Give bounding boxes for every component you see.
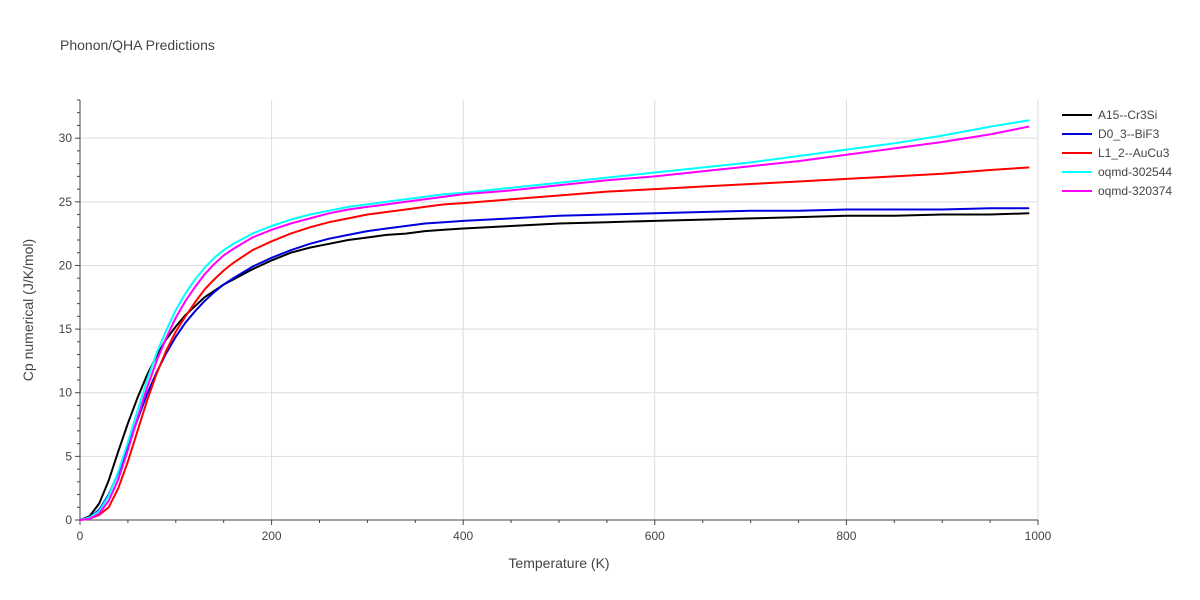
series-line-D0_3--BiF3 bbox=[79, 207, 1030, 521]
series-line-oqmd-320374 bbox=[79, 125, 1030, 521]
y-tick-label: 0 bbox=[65, 513, 72, 527]
legend-label: D0_3--BiF3 bbox=[1098, 127, 1160, 141]
series-line-A15--Cr3Si bbox=[79, 212, 1030, 521]
legend: A15--Cr3Si D0_3--BiF3 L1_2--AuCu3 oqmd-3025… bbox=[1062, 108, 1172, 198]
legend-label: A15--Cr3Si bbox=[1098, 108, 1157, 122]
y-tick-label: 30 bbox=[59, 131, 73, 145]
series-line-L1_2--AuCu3 bbox=[79, 166, 1030, 521]
x-tick-label: 1000 bbox=[1025, 529, 1052, 543]
y-tick-label: 5 bbox=[65, 449, 72, 463]
legend-label: oqmd-320374 bbox=[1098, 184, 1172, 198]
y-tick-label: 15 bbox=[59, 322, 73, 336]
legend-item[interactable]: L1_2--AuCu3 bbox=[1062, 146, 1170, 160]
legend-item[interactable]: A15--Cr3Si bbox=[1062, 108, 1157, 122]
x-tick-label: 200 bbox=[262, 529, 282, 543]
gridlines bbox=[80, 100, 1039, 520]
x-tick-label: 600 bbox=[645, 529, 665, 543]
x-tick-label: 800 bbox=[836, 529, 856, 543]
legend-item[interactable]: D0_3--BiF3 bbox=[1062, 127, 1160, 141]
legend-label: oqmd-302544 bbox=[1098, 165, 1172, 179]
y-tick-label: 25 bbox=[59, 195, 73, 209]
x-tick-label: 400 bbox=[453, 529, 473, 543]
y-tick-label: 10 bbox=[59, 386, 73, 400]
x-axis-title: Temperature (K) bbox=[508, 555, 609, 571]
x-tick-label: 0 bbox=[77, 529, 84, 543]
legend-label: L1_2--AuCu3 bbox=[1098, 146, 1170, 160]
series-line-oqmd-302544 bbox=[79, 119, 1030, 521]
y-axis-title: Cp numerical (J/K/mol) bbox=[20, 239, 36, 381]
series-lines bbox=[79, 119, 1030, 521]
chart-title: Phonon/QHA Predictions bbox=[60, 37, 215, 53]
legend-item[interactable]: oqmd-302544 bbox=[1062, 165, 1172, 179]
y-tick-label: 20 bbox=[59, 258, 73, 272]
axes: 0 200 400 600 800 1000 0 5 10 15 20 25 30 bbox=[59, 99, 1052, 543]
legend-item[interactable]: oqmd-320374 bbox=[1062, 184, 1172, 198]
